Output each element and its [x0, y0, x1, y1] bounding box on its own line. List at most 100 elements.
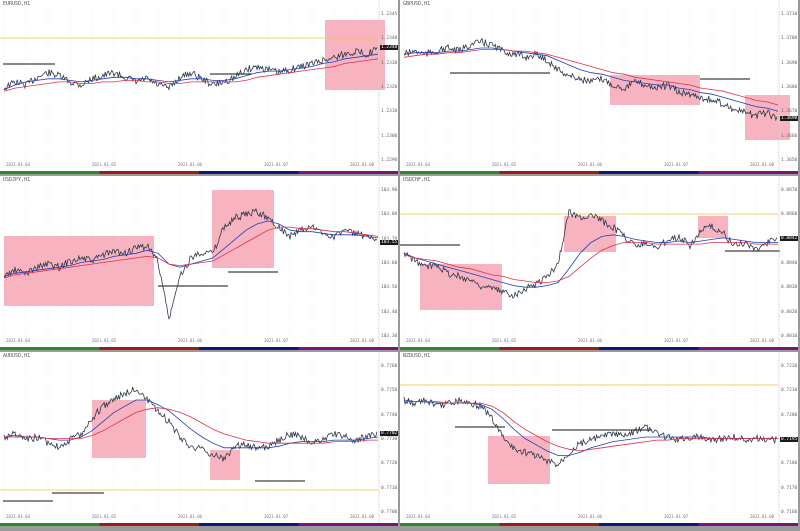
- highlight-zone: [564, 216, 616, 252]
- session-bar: [0, 171, 100, 174]
- chart-canvas: [400, 352, 798, 526]
- highlight-zone: [210, 450, 240, 480]
- time-tick-label: 2021.01.07: [664, 514, 689, 519]
- time-tick-label: 2021.01.07: [264, 162, 289, 167]
- time-tick-label: 2021.01.05: [92, 162, 117, 167]
- price-tick-label: 1.2310: [381, 109, 398, 115]
- price-tick-label: 0.7700: [381, 510, 398, 515]
- chart-title: AUDUSD,H1: [3, 353, 31, 359]
- price-series: [403, 209, 778, 299]
- price-tick-label: 1.3700: [781, 36, 798, 42]
- time-tick-label: 2021.01.04: [6, 514, 31, 519]
- fast-ma-series: [3, 53, 379, 90]
- chart-canvas: [0, 176, 398, 350]
- chart-3[interactable]: USDJPY,H1 103.90 103.80 103.70 103.60 103.50 1…: [0, 176, 398, 350]
- session-bar: [499, 171, 599, 174]
- chart-canvas: [400, 176, 798, 350]
- time-tick-label: 2021.01.07: [264, 514, 289, 519]
- session-bar: [298, 171, 398, 174]
- time-tick-label: 2021.01.07: [664, 338, 689, 343]
- session-bar: [298, 347, 398, 350]
- current-price-tag: 103.55: [380, 239, 398, 245]
- price-tick-label: 0.7740: [381, 412, 398, 418]
- price-tick-label: 0.8830: [781, 285, 798, 291]
- fast-ma-series: [403, 47, 779, 112]
- fast-ma-series: [403, 399, 778, 456]
- chart-1[interactable]: EURUSD,H1 1.2345 1.2340 1.2330 1.2320 1.2310 1…: [0, 0, 398, 174]
- highlight-zone: [212, 190, 274, 268]
- slow-ma-series: [3, 58, 379, 92]
- price-tick-label: 1.3670: [781, 109, 798, 115]
- session-bar: [99, 523, 199, 526]
- time-tick-label: 2021.01.08: [350, 514, 375, 519]
- time-tick-label: 2021.01.04: [6, 162, 31, 167]
- session-bar: [599, 171, 699, 174]
- highlight-zone: [488, 436, 550, 484]
- session-bar: [400, 347, 500, 350]
- current-price-tag: 0.7195: [780, 437, 798, 443]
- price-series: [403, 37, 778, 122]
- price-tick-label: 0.7220: [781, 364, 798, 369]
- fast-ma-series: [403, 234, 778, 288]
- price-tick-label: 1.3650: [781, 158, 798, 163]
- chart-4[interactable]: USDCHF,H10.88700.88600.88500.88400.88300…: [400, 176, 798, 350]
- chart-title: USDJPY,H1: [3, 177, 31, 183]
- chart-6[interactable]: NZDUSD,H10.72200.72100.72000.71900.71800…: [400, 352, 798, 526]
- price-tick-label: 103.40: [381, 309, 398, 315]
- price-tick-label: 1.3710: [781, 12, 798, 17]
- session-bar: [199, 523, 299, 526]
- price-tick-label: 0.8820: [781, 309, 798, 315]
- price-tick-label: 0.7750: [381, 388, 398, 394]
- chart-title: GBPUSD,H1: [403, 1, 431, 7]
- chart-title: EURUSD,H1: [3, 1, 31, 7]
- time-tick-label: 2021.01.08: [350, 338, 375, 343]
- price-tick-label: 1.3690: [781, 60, 798, 66]
- highlight-zone: [4, 236, 154, 306]
- time-tick-label: 2021.01.06: [578, 162, 603, 167]
- price-tick-label: 0.7710: [381, 485, 398, 491]
- price-tick-label: 1.2300: [381, 133, 398, 139]
- price-tick-label: 0.7180: [781, 461, 798, 467]
- price-tick-label: 103.70: [381, 237, 397, 242]
- session-bar: [499, 347, 599, 350]
- price-tick-label: 0.8870: [781, 188, 798, 193]
- time-tick-label: 2021.01.04: [406, 514, 431, 519]
- price-tick-label: 103.60: [381, 261, 398, 266]
- current-price-tag: 0.7702: [380, 430, 398, 436]
- time-tick-label: 2021.01.08: [750, 514, 775, 519]
- price-tick-label: 103.80: [381, 212, 398, 218]
- price-tick-label: 0.8860: [781, 212, 798, 218]
- price-tick-label: 103.50: [381, 285, 398, 291]
- price-tick-label: 1.2290: [381, 158, 398, 163]
- time-tick-label: 2021.01.04: [406, 162, 431, 167]
- fast-ma-series: [3, 399, 379, 449]
- current-price-tag: 1.3690: [780, 115, 798, 121]
- price-tick-label: 0.7170: [781, 485, 798, 491]
- chart-canvas: [400, 0, 798, 174]
- time-tick-label: 2021.01.05: [92, 514, 117, 519]
- session-bar: [698, 523, 798, 526]
- time-tick-label: 2021.01.05: [492, 514, 517, 519]
- session-bar: [499, 523, 599, 526]
- price-tick-label: 103.30: [381, 334, 398, 339]
- session-bar: [99, 171, 199, 174]
- price-tick-label: 1.2330: [381, 60, 398, 66]
- price-tick-label: 1.2320: [381, 85, 398, 90]
- session-bar: [199, 347, 299, 350]
- price-tick-label: 0.7160: [781, 510, 798, 515]
- price-series: [3, 386, 378, 462]
- session-bar: [599, 347, 699, 350]
- time-tick-label: 2021.01.08: [750, 338, 775, 343]
- highlight-zone: [420, 264, 502, 310]
- time-tick-label: 2021.01.08: [750, 162, 775, 167]
- price-tick-label: 0.8810: [781, 334, 798, 339]
- slow-ma-series: [404, 401, 778, 452]
- price-tick-label: 1.3680: [781, 85, 798, 90]
- time-tick-label: 2021.01.05: [492, 338, 517, 343]
- chart-5[interactable]: AUDUSD,H1 0.7760 0.7750 0.7740 0.7730 0.7720 0…: [0, 352, 398, 526]
- price-tick-label: 0.8840: [781, 261, 798, 266]
- chart-2[interactable]: GBPUSD,H1 1.3710 1.3700 1.3690 1.3680 1.3670 1…: [400, 0, 798, 174]
- chart-title: USDCHF,H1: [403, 177, 431, 183]
- price-tick-label: 1.2340: [381, 36, 398, 42]
- time-tick-label: 2021.01.05: [92, 338, 117, 343]
